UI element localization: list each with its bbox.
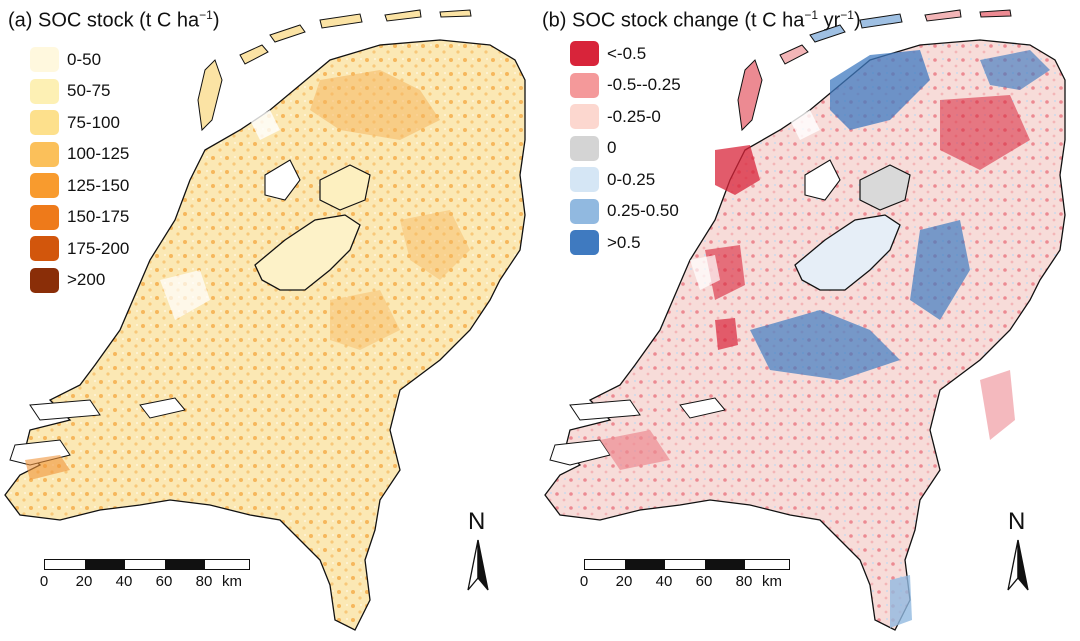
panel-a-legend-label: 150-175 [67,207,130,227]
panel-a-legend-swatch [30,236,59,262]
panel-b-title-close: ) [853,9,861,32]
panel-b-legend-item: >0.5 [570,227,681,259]
panel-b-legend-swatch [570,230,599,256]
scale-seg [85,560,125,569]
scale-seg [165,560,205,569]
panel-b-legend-item: -0.5--0.25 [570,70,681,102]
panel-b-legend-swatch [570,167,599,193]
north-arrow-a: N [468,508,485,536]
panel-b-legend-item: <-0.5 [570,38,681,70]
scale-seg [205,560,249,569]
panel-a-title: (a) SOC stock (t C ha−1) [8,8,220,33]
scale-tick: 0 [579,573,589,590]
panel-b-legend-item: -0.25-0 [570,101,681,133]
panel-b-legend-swatch [570,41,599,67]
panel-a-legend-label: 0-50 [67,49,102,69]
panel-b-legend-label: >0.5 [607,232,641,252]
panel-a-legend-item: 100-125 [30,139,129,171]
panel-a-legend-label: 50-75 [67,81,111,101]
north-label-a: N [468,508,486,535]
panel-a-legend-swatch [30,110,59,136]
map-a [4,9,526,631]
panel-a-legend-item: >200 [30,265,129,297]
panel-b-legend-item: 0.25-0.50 [570,196,681,228]
scale-tick: 0 [39,573,49,590]
panel-b-legend-label: 0-0.25 [607,169,656,189]
panel-b-legend-label: -0.5--0.25 [607,75,681,95]
panel-a-legend-item: 175-200 [30,233,129,265]
scale-seg [585,560,625,569]
panel-b-legend-item: 0 [570,133,681,165]
panel-a-legend-swatch [30,204,59,230]
scale-seg [705,560,745,569]
scale-unit: km [762,573,782,590]
panel-a-legend-label: 75-100 [67,112,120,132]
panel-b-title-mid: yr [818,9,841,32]
panel-b-legend-label: -0.25-0 [607,106,661,126]
panel-a-legend-item: 50-75 [30,76,129,108]
scale-track-a [44,559,250,570]
scale-tick: 40 [655,573,673,590]
scale-tick: 80 [735,573,753,590]
panel-b-legend-label: <-0.5 [607,43,647,63]
panel-a-legend-item: 75-100 [30,107,129,139]
scale-tick: 40 [115,573,133,590]
scale-tick: 80 [195,573,213,590]
panel-a-label: (a) [8,9,33,32]
scale-bar-b: 0 20 40 60 80 km [580,559,794,599]
map-a-landmass [4,9,526,631]
scale-unit: km [222,573,242,590]
panel-a-legend-item: 125-150 [30,170,129,202]
panel-b-title-sup2: −1 [840,8,854,22]
panel-b-legend-item: 0-0.25 [570,164,681,196]
scale-tick: 20 [75,573,93,590]
panel-b-title-sup1: −1 [804,8,819,22]
scale-tick: 20 [615,573,633,590]
panel-b-legend-swatch [570,198,599,224]
panel-b-legend-swatch [570,135,599,161]
panel-a-legend-swatch [30,173,59,199]
panel-a-legend: 0-50 50-75 75-100 100-125 125-150 150-175 175-… [30,44,129,296]
panel-b-legend-label: 0 [607,138,617,158]
panel-b-title: (b) SOC stock change (t C ha−1 yr−1) [542,8,861,33]
panel-a-legend-swatch [30,267,59,293]
scale-seg [625,560,665,569]
scale-seg [45,560,85,569]
panel-a-legend-label: 175-200 [67,238,130,258]
scale-tick: 60 [155,573,173,590]
panel-a-legend-swatch [30,141,59,167]
scale-seg [125,560,165,569]
panel-b-title-text: SOC stock change (t C ha [572,9,805,32]
scale-bar-a: 0 20 40 60 80 km [40,559,254,599]
scale-seg [745,560,789,569]
scale-seg [665,560,705,569]
panel-b-legend-swatch [570,72,599,98]
north-arrow-b: N [1008,508,1025,536]
panel-a-soc-stock: (a) SOC stock (t C ha−1) 0-50 50-75 75-100… [4,8,526,631]
panel-b-soc-change: (b) SOC stock change (t C ha−1 yr−1) <-0… [540,0,1080,641]
scale-tick: 60 [695,573,713,590]
panel-a-legend-swatch [30,78,59,104]
panel-b-legend-swatch [570,104,599,130]
scale-track-b [584,559,790,570]
panel-a-title-close: ) [212,9,220,32]
panel-a-legend-swatch [30,47,59,73]
panel-a-legend-label: 100-125 [67,144,130,164]
map-b [544,9,1066,631]
panel-b-legend-label: 0.25-0.50 [607,201,679,221]
panel-a-legend-label: 125-150 [67,175,130,195]
panel-a-title-text: SOC stock (t C ha [38,9,200,32]
map-b-landmass [544,9,1066,631]
north-label-b: N [1008,508,1026,535]
panel-b-label: (b) [542,9,567,32]
panel-a-legend-item: 150-175 [30,202,129,234]
panel-a-legend-item: 0-50 [30,44,129,76]
panel-a-title-sup: −1 [199,8,213,22]
panel-a-legend-label: >200 [67,270,106,290]
panel-b-legend: <-0.5 -0.5--0.25 -0.25-0 0 0-0.25 0.25-0.50 >0… [570,38,681,259]
